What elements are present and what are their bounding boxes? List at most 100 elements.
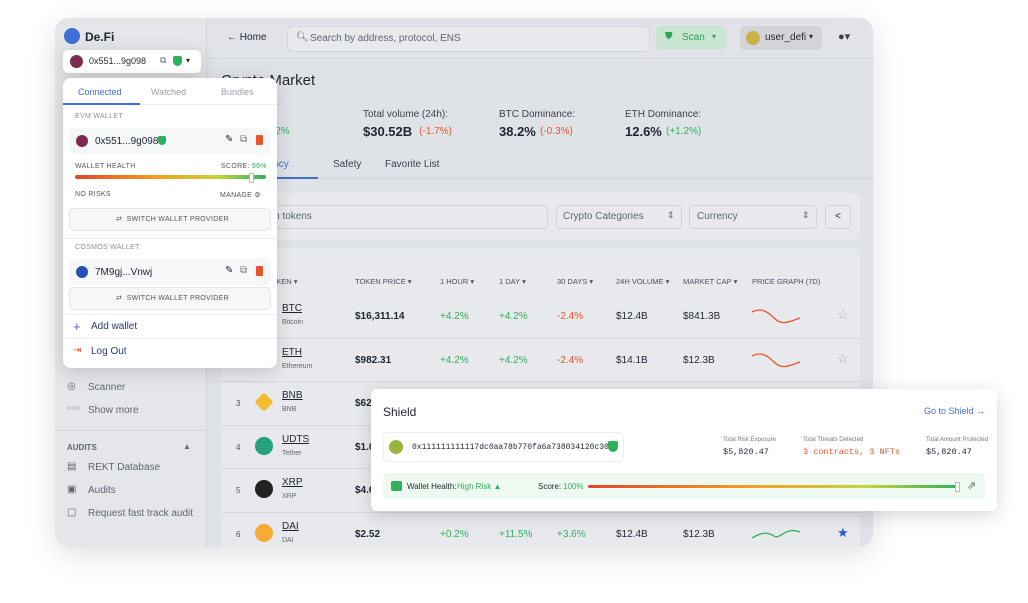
icon: ○○○: [67, 405, 80, 412]
token-icon: [255, 524, 273, 542]
category-select[interactable]: Crypto Categories ⇕: [556, 205, 682, 229]
change: -2.4%: [557, 354, 584, 366]
change: +0.2%: [440, 529, 469, 540]
sparkline-svg: [751, 352, 801, 367]
market-cap: $12.3B: [683, 354, 715, 366]
health-label: WALLET HEALTH: [75, 163, 136, 170]
divider: [63, 104, 277, 105]
wallet-avatar: [76, 266, 88, 278]
nav-item[interactable]: Show more: [88, 405, 139, 416]
stat-value: 38.2%: [499, 124, 536, 139]
caret: ⇕: [802, 210, 810, 220]
copy-icon[interactable]: ⧉: [240, 265, 248, 276]
caret: ▾: [186, 56, 191, 65]
delete-icon[interactable]: [256, 135, 263, 145]
shield-icon: [608, 441, 618, 452]
icon: ▤: [67, 461, 77, 472]
tab[interactable]: Watched: [151, 87, 187, 97]
switch-button[interactable]: ⇄ SWITCH WALLET PROVIDER: [69, 208, 271, 231]
tab[interactable]: Safety: [333, 159, 362, 170]
symbol[interactable]: BNB: [282, 390, 303, 402]
rank: 3: [236, 399, 241, 409]
back-link[interactable]: ← Home: [227, 32, 267, 43]
sparkline-path: [751, 352, 801, 367]
switch-button[interactable]: ⇄ SWITCH WALLET PROVIDER: [69, 287, 271, 310]
stat-label: Total Threats Detected: [803, 437, 864, 443]
add-wallet[interactable]: Add wallet: [91, 321, 138, 332]
column-header: TOKEN ▾: [266, 277, 298, 286]
switch-text: SWITCH WALLET PROVIDER: [126, 216, 229, 223]
scan-label: Scan: [682, 32, 705, 43]
symbol[interactable]: BTC: [282, 303, 302, 314]
tab[interactable]: Favorite List: [385, 159, 440, 170]
column-header: 1 DAY ▾: [499, 277, 526, 286]
logout[interactable]: Log Out: [91, 346, 127, 357]
change: +3.6%: [557, 529, 586, 540]
favorite-star[interactable]: ☆: [837, 307, 849, 322]
tab-active[interactable]: Connected: [78, 87, 122, 97]
edit-icon[interactable]: ✎: [225, 134, 234, 145]
share-icon[interactable]: ⇗: [967, 480, 977, 492]
switch-text: SWITCH WALLET PROVIDER: [126, 295, 229, 302]
change: +4.2%: [499, 311, 528, 322]
delete-icon[interactable]: [256, 266, 263, 276]
column-header: TOKEN PRICE ▾: [355, 277, 412, 286]
wallet-button[interactable]: 0x551...9g098 ⧉ ▾: [63, 50, 201, 73]
collapse-icon[interactable]: ▲: [183, 442, 191, 451]
price: $4.6: [355, 485, 375, 497]
sparkline: [751, 522, 802, 547]
stat-change: (-0.3%): [540, 126, 573, 137]
sparkline: [751, 304, 802, 331]
shield-icon: [158, 136, 166, 145]
copy-icon: ⧉: [160, 55, 167, 65]
manage-link[interactable]: MANAGE ⚙: [220, 192, 261, 199]
user-button[interactable]: user_defi ▾: [740, 26, 822, 50]
volume: $12.4B: [616, 529, 648, 540]
change: +4.2%: [440, 311, 469, 322]
health-value: High Risk ▲: [457, 482, 502, 491]
scan-button[interactable]: ⛊ Scan ▾: [656, 26, 726, 50]
shield-icon: [173, 56, 182, 66]
shield-address: 0x111111111117dc0aa78b770fa6a738034120c3…: [412, 443, 614, 452]
currency-select[interactable]: Currency ⇕: [689, 205, 817, 229]
price: $16,311.14: [355, 311, 405, 322]
stat-value: $30.52B: [363, 124, 413, 139]
wallet-icon: [391, 481, 402, 491]
user-label: user_defi: [765, 32, 807, 43]
nav-item[interactable]: Scanner: [88, 382, 126, 393]
tab[interactable]: Bundles: [221, 87, 254, 97]
symbol[interactable]: ETH: [282, 346, 302, 358]
favorite-star[interactable]: ★: [837, 525, 849, 540]
copy-icon[interactable]: ⧉: [240, 134, 248, 145]
nav-item[interactable]: Request fast track audit: [88, 508, 194, 519]
wallet-address: 7M9gj...Vnwj: [95, 267, 153, 278]
symbol[interactable]: XRP: [282, 477, 303, 489]
wallet-address: 0x551...9g098: [89, 56, 147, 66]
change: +4.2%: [440, 354, 469, 366]
icon: ◎: [67, 381, 76, 392]
wallet-row: 0x551...9g098 ✎ ⧉: [69, 128, 271, 154]
help-button[interactable]: ●▾: [838, 31, 851, 43]
row-divider: [221, 337, 860, 339]
token-search[interactable]: Search tokens: [237, 205, 548, 229]
switch-label: ⇄ SWITCH WALLET PROVIDER: [116, 216, 229, 223]
logo: [64, 28, 80, 44]
symbol[interactable]: DAI: [282, 521, 299, 532]
symbol[interactable]: UDTS: [282, 433, 310, 445]
price: $1.0: [355, 441, 375, 453]
nav-item[interactable]: Audits: [88, 485, 116, 496]
nav-item[interactable]: REKT Database: [88, 462, 161, 473]
share-button[interactable]: <: [825, 205, 851, 229]
health-label: Wallet Health:: [407, 482, 457, 491]
favorite-star[interactable]: ☆: [837, 350, 849, 366]
market-cap: $12.3B: [683, 529, 715, 540]
manage-text: MANAGE: [220, 192, 253, 199]
token-name: Tether: [282, 449, 302, 457]
edit-icon[interactable]: ✎: [225, 265, 234, 276]
search-box[interactable]: 🔍︎ Search by address, protocol, ENS: [287, 26, 650, 52]
token-name: XRP: [282, 493, 297, 501]
switch-label: ⇄ SWITCH WALLET PROVIDER: [116, 295, 229, 302]
shield-link[interactable]: Go to Shield →: [924, 406, 986, 416]
